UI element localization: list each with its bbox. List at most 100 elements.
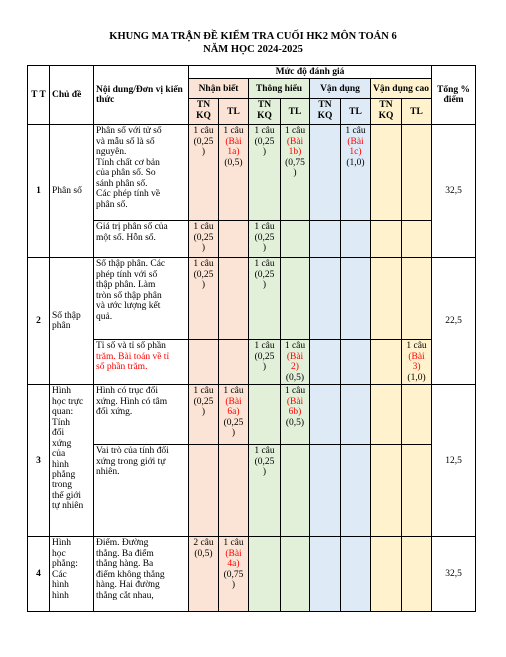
count-cell-th-tl [280, 220, 310, 259]
count-cell-vdc-tn [370, 220, 402, 259]
count-line: ) [201, 407, 206, 418]
count-line: 1 câu [254, 222, 275, 233]
document-title: KHUNG MA TRẬN ĐỀ KIỂM TRA CUỐI HK2 MÔN T… [109, 31, 397, 42]
content-line: hàng. Hai đường [96, 580, 160, 591]
count-cell-vd-tn [309, 444, 341, 538]
count-line: (Bài [286, 396, 304, 407]
count-line: ) [262, 467, 267, 478]
header-total: Tổng % điểm [431, 64, 477, 126]
count-line: (0,5) [285, 417, 305, 428]
content-line: Điểm. Đường [96, 538, 149, 549]
count-line: 1 câu [193, 222, 214, 233]
count-cell-nb-tl: 1 câu (Bài 1a) (0,5) [218, 124, 249, 222]
count-line: (Bài [408, 351, 425, 362]
count-line: ) [262, 280, 267, 291]
topic-name-line: Hình [52, 538, 71, 549]
count-line: (0,5) [285, 372, 305, 383]
table-row: 4 Hình học phẳng: Các hình hình Điểm. Đường thẳn… [27, 536, 477, 613]
school-year: NĂM HỌC 2024-2025 [203, 44, 303, 55]
header-van-dung: Vận dụng [309, 78, 371, 100]
count-line: 1 câu [223, 538, 244, 549]
total-percent: 12,5 [431, 384, 477, 538]
content-cell: Phân số với tử số và mẫu số là số nguyên. T… [93, 124, 189, 222]
count-cell-nb-tn: 1 câu (0,25) [188, 220, 219, 259]
count-cell-th-tn [248, 384, 281, 446]
topic-name-line: xứng [52, 438, 72, 449]
content-cell: Điểm. Đường thẳng. Ba điểm thẳng hàng. Ba đ… [93, 536, 189, 613]
count-line: ) [231, 580, 236, 591]
count-line: 6b) [288, 407, 302, 418]
table-row: 1 Phân số Phân số với tử số và mẫu số là số… [27, 124, 477, 259]
count-line: ) [293, 168, 297, 179]
count-line: (0,25 [254, 269, 275, 280]
content-cell: Vai trò của tính đối xứng trong giới tự nh… [93, 444, 189, 538]
count-cell-th-tl: 1 câu (Bài 6b) (0,5) [280, 384, 310, 446]
count-line: ) [262, 147, 267, 158]
count-cell-th-tl [280, 257, 310, 341]
header-vd-tl: TL [340, 98, 371, 126]
count-cell-th-tn: 1 câu (0,25) [248, 444, 281, 538]
content-cell: Tỉ số và tỉ số phần trăm. Bài toán về tỉ s… [93, 339, 189, 386]
count-cell-th-tn: 1 câu (0,25) [248, 339, 281, 386]
count-cell-vdc-tl [400, 384, 433, 446]
count-line: ) [262, 243, 267, 254]
count-line: (0,25 [254, 456, 275, 467]
topic-name-line: trong [52, 480, 73, 491]
topic-name-line: phẳng [52, 469, 76, 480]
count-cell-nb-tl: 1 câu (Bài 6a) (0,25) [218, 384, 249, 446]
count-cell-vdc-tn [370, 124, 402, 222]
content-line: Các phép tính về [96, 189, 161, 200]
topic-name-line: tự nhiên [52, 501, 84, 512]
count-line: (Bài [225, 136, 242, 147]
count-cell-nb-tn: 2 câu (0,5) [188, 536, 219, 613]
count-cell-vd-tl [340, 257, 371, 341]
count-cell-vdc-tl [400, 257, 433, 341]
count-line: (1,0) [346, 157, 365, 168]
topic-name: Hình học phẳng: Các hình hình [49, 536, 94, 613]
content-line: Vai trò của tính đối [96, 446, 169, 457]
count-cell-vd-tl [340, 444, 371, 538]
count-cell-th-tn [248, 536, 281, 613]
count-line: (0,75 [223, 569, 244, 580]
count-cell-vdc-tn [370, 384, 402, 446]
topic-number: 2 [27, 257, 50, 386]
header-th-tn: TN KQ [248, 98, 281, 126]
count-line: ) [201, 280, 206, 291]
content-line: phân số. [96, 199, 128, 210]
count-cell-th-tl: 1 câu (Bài 2) (0,5) [280, 339, 310, 386]
count-line: 1 câu [254, 341, 275, 352]
count-line: ) [201, 243, 206, 254]
count-line: (0,5) [224, 157, 243, 168]
count-cell-nb-tl [218, 257, 249, 341]
content-line: trăm. Bài toán về tỉ [96, 351, 170, 362]
content-line: Giá trị phân số của [96, 222, 168, 233]
count-line: 1 câu [254, 446, 275, 457]
count-line: 1 câu [223, 126, 244, 137]
content-line: một số. Hỗn số. [96, 232, 156, 243]
content-line: tròn số thập phân [96, 290, 162, 301]
table-row: Giá trị phân số của một số. Hỗn số. 1 câu(… [28, 220, 476, 259]
count-line: (0,25 [223, 417, 244, 428]
total-percent: 22,5 [431, 257, 477, 386]
count-cell-th-tn: 1 câu (0,25) [248, 257, 281, 341]
content-line: thẳng. Ba điểm [96, 548, 154, 559]
header-nhan-biet: Nhận biết [188, 78, 249, 100]
count-line: 1a) [227, 147, 240, 158]
count-line: 1 câu [254, 259, 275, 270]
count-cell-vdc-tl [400, 536, 433, 613]
content-line: điểm không thẳng [96, 569, 165, 580]
table-row: Vai trò của tính đối xứng trong giới tự nh… [28, 444, 476, 538]
content-line: sánh phân số. [96, 178, 148, 189]
count-cell-vdc-tn [370, 444, 402, 538]
count-cell-vdc-tl: 1 câu (Bài 3) (1,0) [400, 339, 433, 386]
header-thong-hieu: Thông hiểu [248, 78, 310, 100]
count-line: 1c) [349, 147, 362, 158]
topic-name-line: học trực [52, 396, 84, 407]
content-line: thập phân. Làm [96, 280, 156, 291]
topic-name: Hình học trực quan: Tính đối xứng của hình phẳng… [49, 384, 94, 538]
content-cell: Giá trị phân số của một số. Hỗn số. [93, 220, 189, 259]
count-line: 1 câu [254, 126, 275, 137]
count-cell-vd-tl [340, 339, 371, 386]
topic-name-line: Phân số [52, 186, 82, 197]
count-line: 1 câu [223, 386, 244, 397]
